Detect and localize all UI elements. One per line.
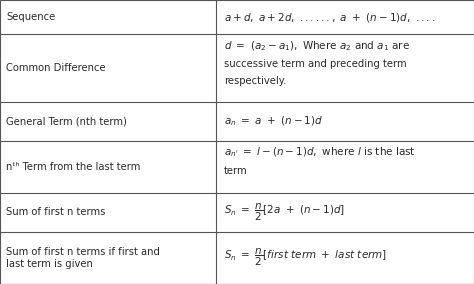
Text: $S_n\ =\ \dfrac{n}{2}[2a\ +\ (n-1)d]$: $S_n\ =\ \dfrac{n}{2}[2a\ +\ (n-1)d]$ (224, 202, 346, 223)
Text: term: term (224, 166, 248, 176)
Text: $S_n\ =\ \dfrac{n}{2}[\mathit{first\ term\ +\ last\ term}]$: $S_n\ =\ \dfrac{n}{2}[\mathit{first\ ter… (224, 247, 387, 268)
Text: respectively.: respectively. (224, 76, 287, 86)
Text: $a + d,\ a + 2d,\ ......,\ a\ +\ (n-1)d,\ ....$: $a + d,\ a + 2d,\ ......,\ a\ +\ (n-1)d,… (224, 11, 436, 24)
Text: $a_n\ =\ a\ +\ (n-1)d$: $a_n\ =\ a\ +\ (n-1)d$ (224, 114, 323, 128)
Text: Sum of first n terms: Sum of first n terms (6, 207, 106, 217)
Text: General Term (nth term): General Term (nth term) (6, 116, 127, 126)
Text: $a_{n'}\ =\ l-(n-1)d,\ \mathrm{where}\ l\ \mathrm{is\ the\ last}$: $a_{n'}\ =\ l-(n-1)d,\ \mathrm{where}\ l… (224, 146, 416, 159)
Text: Sequence: Sequence (6, 12, 55, 22)
Text: Sum of first n terms if first and
last term is given: Sum of first n terms if first and last t… (6, 247, 160, 269)
Text: $d\ =\ (a_2 - a_1),\ \mathrm{Where}\ a_2\ \mathrm{and}\ a_1\ \mathrm{are}$: $d\ =\ (a_2 - a_1),\ \mathrm{Where}\ a_2… (224, 39, 410, 53)
Text: successive term and preceding term: successive term and preceding term (224, 59, 407, 68)
Text: Common Difference: Common Difference (6, 63, 106, 73)
Text: nᵗʰ Term from the last term: nᵗʰ Term from the last term (6, 162, 140, 172)
